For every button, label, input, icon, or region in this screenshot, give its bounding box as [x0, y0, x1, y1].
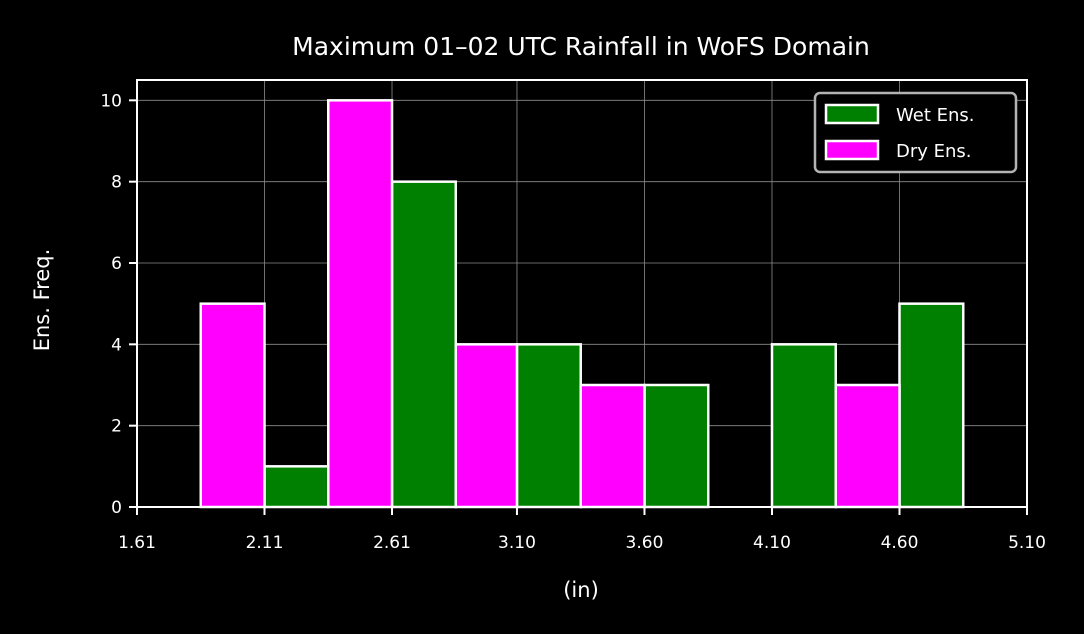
y-tick-label: 0 [111, 498, 122, 518]
y-tick-label: 10 [100, 91, 122, 111]
x-tick-label: 5.10 [1008, 533, 1046, 553]
bar-dry-ens [327, 99, 394, 509]
bar-wet-ens [770, 343, 837, 509]
y-tick-label: 6 [111, 254, 122, 274]
bar-wet-ens [643, 383, 710, 509]
chart-title: Maximum 01–02 UTC Rainfall in WoFS Domai… [292, 32, 870, 61]
bar-dry-ens [579, 383, 646, 509]
x-tick-label: 3.60 [626, 533, 664, 553]
x-tick-label: 4.10 [753, 533, 791, 553]
bar-dry-ens [454, 343, 519, 509]
legend-swatch-wet-ens [824, 103, 880, 125]
bar-dry-ens [199, 302, 266, 509]
x-tick-label: 2.61 [373, 533, 411, 553]
x-axis-label: (in) [563, 578, 599, 602]
histogram-bars [199, 99, 965, 509]
legend-swatch-dry-ens [824, 139, 880, 161]
x-tick-label: 1.61 [118, 533, 156, 553]
y-axis-label: Ens. Freq. [30, 249, 54, 352]
y-tick-label: 2 [111, 417, 122, 437]
y-tick-label: 8 [111, 173, 122, 193]
legend-label-wet-ens: Wet Ens. [896, 105, 974, 126]
bar-wet-ens [898, 302, 965, 509]
x-tick-label: 2.11 [246, 533, 284, 553]
bar-wet-ens [390, 180, 458, 509]
bar-dry-ens [834, 383, 901, 509]
plot-frame [136, 79, 1028, 508]
y-tick-label: 4 [111, 335, 122, 355]
x-tick-label: 3.10 [498, 533, 536, 553]
legend: Wet Ens. Dry Ens. [813, 91, 1018, 174]
x-tick-label: 4.60 [881, 533, 919, 553]
bar-wet-ens [263, 465, 330, 509]
bar-wet-ens [515, 343, 582, 509]
axis-ticks: 1.61 2.11 2.61 3.10 3.60 4.10 4.60 5.10 0 2 4 6 8 10 [100, 91, 1046, 553]
legend-label-dry-ens: Dry Ens. [896, 141, 972, 162]
